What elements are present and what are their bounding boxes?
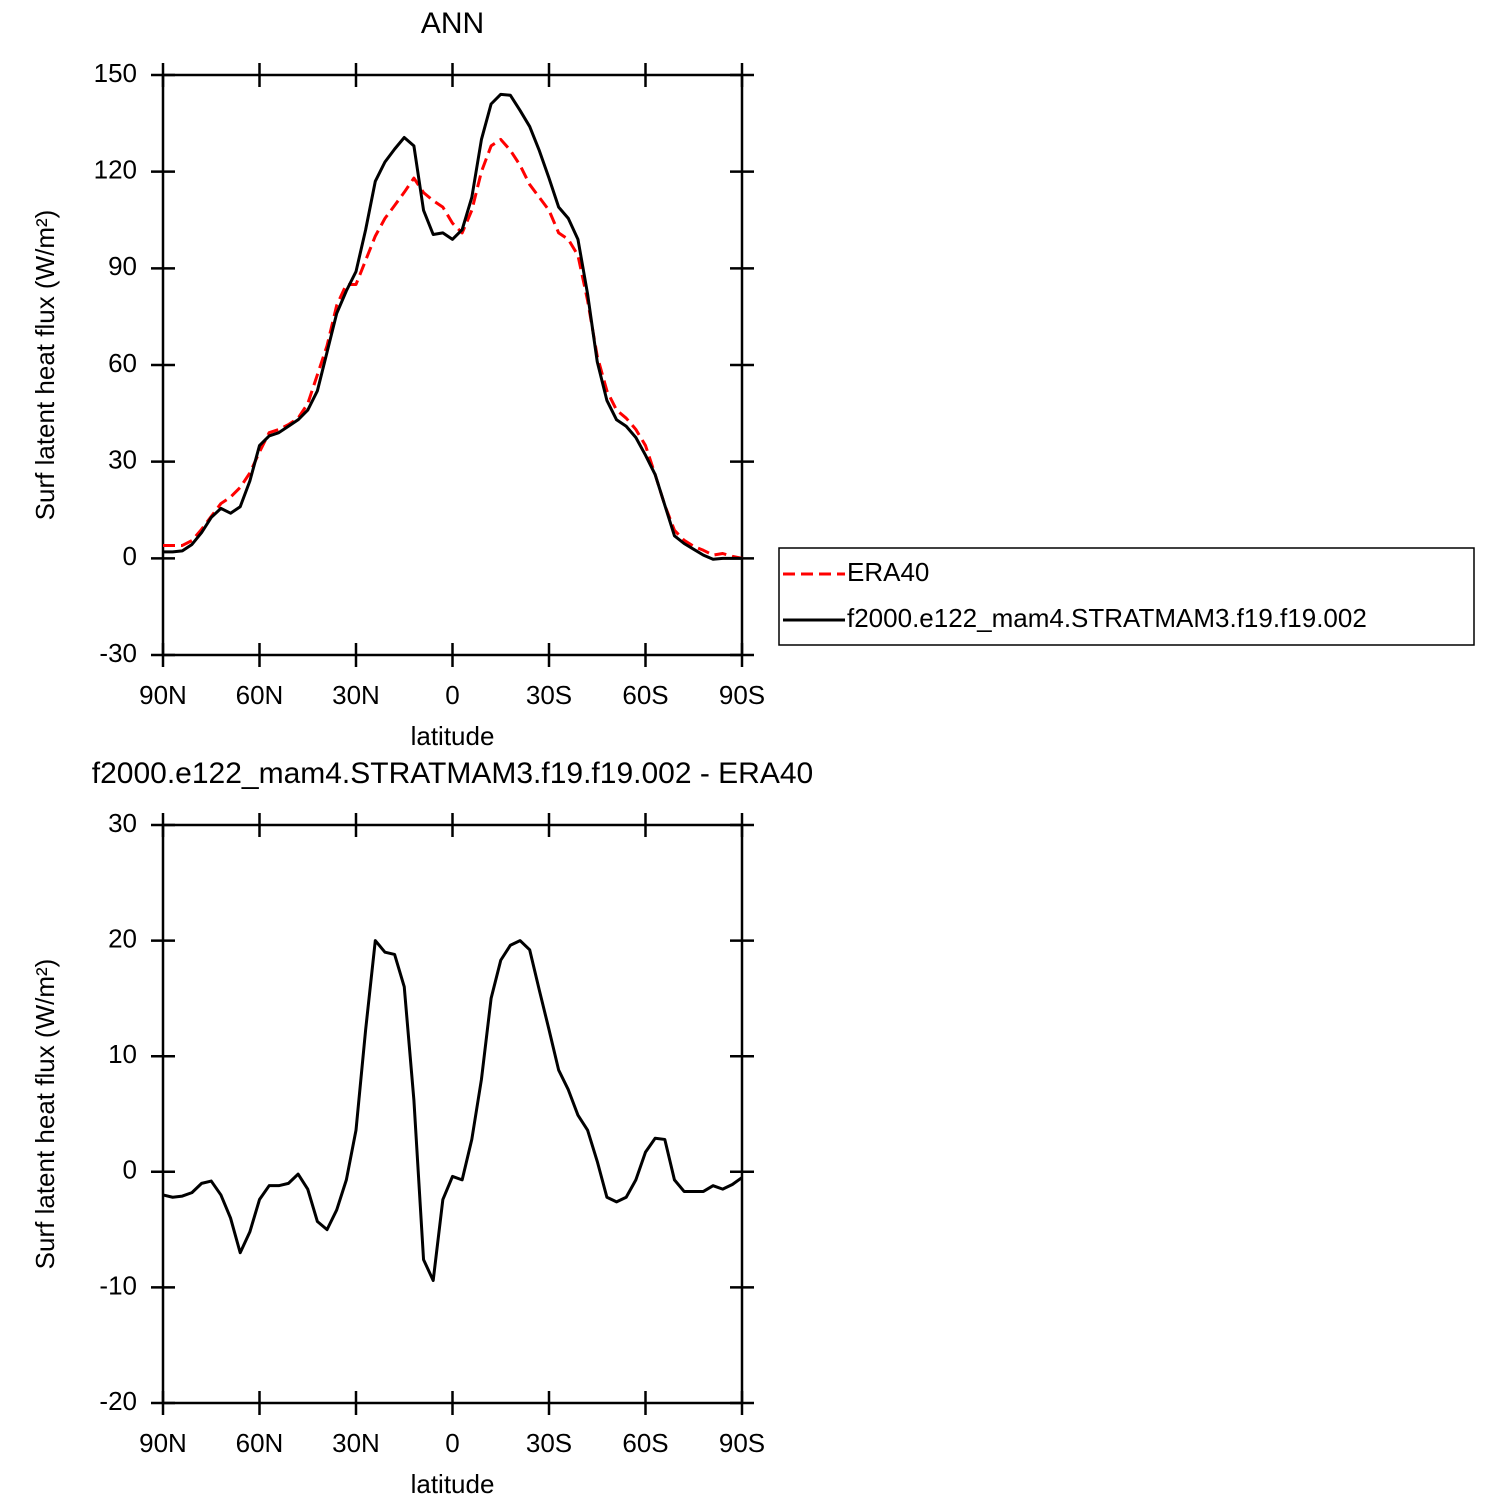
y-tick-label: 60 [108, 348, 137, 378]
x-tick-label: 30S [526, 680, 572, 710]
legend-box [778, 547, 1475, 646]
y-tick-label: 30 [108, 445, 137, 475]
y-tick-label: 150 [94, 58, 137, 88]
data-line [162, 939, 743, 1282]
x-tick-label: 60N [236, 680, 284, 710]
plot-frame [161, 73, 744, 657]
x-tick-label: 60N [236, 1428, 284, 1458]
y-tick-label: 120 [94, 155, 137, 185]
y-tick-label: 10 [108, 1039, 137, 1069]
x-axis-label: latitude [411, 1469, 495, 1499]
legend-label: ERA40 [847, 557, 929, 587]
x-axis-label: latitude [411, 721, 495, 751]
x-tick-label: 90S [719, 680, 765, 710]
x-tick-label: 90N [139, 1428, 187, 1458]
data-line [163, 92, 742, 561]
y-tick-label: 90 [108, 251, 137, 281]
chart-title: f2000.e122_mam4.STRATMAM3.f19.f19.002 - … [92, 757, 813, 790]
y-tick-label: 30 [108, 808, 137, 838]
x-tick-label: 0 [445, 680, 459, 710]
data-line [163, 137, 743, 560]
y-tick-label: -10 [99, 1270, 137, 1300]
y-axis-label: Surf latent heat flux (W/m²) [30, 959, 60, 1270]
x-tick-label: 30N [332, 1428, 380, 1458]
y-tick-label: 0 [123, 1155, 137, 1185]
y-tick-label: -20 [99, 1386, 137, 1416]
y-tick-label: 0 [123, 541, 137, 571]
chart-title: ANN [421, 7, 484, 40]
x-tick-label: 0 [445, 1428, 459, 1458]
x-tick-label: 90S [719, 1428, 765, 1458]
x-tick-label: 60S [622, 680, 668, 710]
x-tick-label: 30N [332, 680, 380, 710]
plot-frame [161, 823, 744, 1405]
y-tick-label: 20 [108, 923, 137, 953]
y-tick-label: -30 [99, 638, 137, 668]
x-tick-label: 30S [526, 1428, 572, 1458]
x-tick-label: 60S [622, 1428, 668, 1458]
legend-label: f2000.e122_mam4.STRATMAM3.f19.f19.002 [847, 603, 1367, 633]
x-tick-label: 90N [139, 680, 187, 710]
y-axis-label: Surf latent heat flux (W/m²) [30, 210, 60, 521]
